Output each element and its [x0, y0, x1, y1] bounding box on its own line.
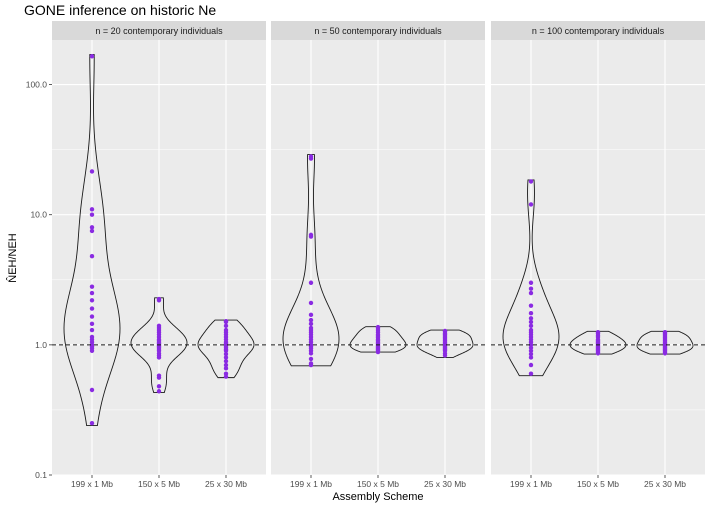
violin-outline [502, 179, 560, 377]
facet-strip [52, 21, 266, 40]
facet-panel: n = 20 contemporary individuals 199 x 1 M… [52, 21, 266, 489]
data-point [528, 303, 534, 308]
violin-outline [197, 319, 255, 379]
facet-panel: n = 100 contemporary individuals 199 x 1 … [491, 21, 705, 489]
y-axis-title: N̂EH/NEH [5, 233, 19, 283]
facet-strip-label: n = 100 contemporary individuals [532, 26, 665, 36]
data-point [528, 179, 534, 184]
x-tick-label: 150 x 5 Mb [577, 479, 619, 489]
data-point [223, 362, 229, 368]
x-tick-label: 199 x 1 Mb [290, 479, 332, 489]
x-axis-title: Assembly Scheme [332, 491, 423, 503]
panels-layer: n = 20 contemporary individuals 199 x 1 M… [52, 21, 705, 489]
data-point [89, 212, 95, 217]
data-point [223, 366, 229, 371]
data-point [156, 389, 162, 394]
data-point [528, 371, 534, 376]
data-point [89, 298, 95, 303]
data-point [528, 323, 534, 329]
data-point [156, 355, 162, 360]
data-point [89, 314, 95, 319]
data-point [89, 284, 95, 289]
y-tick-label: 100.0 [26, 80, 48, 90]
data-point [89, 253, 95, 259]
data-point [223, 374, 229, 379]
violin-outline [130, 297, 188, 394]
data-point [156, 375, 162, 380]
data-point [308, 351, 314, 356]
data-point [89, 387, 95, 393]
data-point [528, 362, 534, 368]
data-point [528, 319, 534, 325]
y-tick-label: 1.0 [35, 340, 47, 350]
x-tick-label: 199 x 1 Mb [510, 479, 552, 489]
data-point [595, 351, 601, 356]
data-point [528, 316, 534, 321]
data-point [308, 300, 314, 306]
data-point [308, 321, 314, 327]
data-point [528, 355, 534, 360]
violin-outline [416, 329, 474, 358]
data-point [528, 202, 534, 207]
data-point [528, 280, 534, 285]
violin-outline [63, 54, 121, 426]
violin-outline [636, 330, 694, 355]
data-point [89, 225, 95, 230]
facet-strip-label: n = 50 contemporary individuals [314, 26, 442, 36]
data-point [89, 306, 95, 311]
facet-strip [491, 21, 705, 40]
data-point [223, 355, 229, 360]
data-point [89, 290, 95, 296]
x-tick-label: 25 x 30 Mb [205, 479, 247, 489]
data-point [308, 312, 314, 318]
y-tick-label: 10.0 [30, 210, 47, 220]
data-point [89, 321, 95, 327]
data-point [223, 358, 229, 364]
violin-outline [569, 330, 627, 355]
data-point [528, 311, 534, 316]
data-point [528, 286, 534, 291]
data-point [223, 351, 229, 357]
data-point [89, 327, 95, 333]
data-point [308, 156, 314, 161]
data-point [528, 348, 534, 354]
data-point [308, 280, 314, 285]
data-point [89, 348, 95, 354]
data-point [89, 228, 95, 234]
y-axis: 0.1 1.0 10.0 100.0 [26, 80, 52, 480]
x-tick-label: 199 x 1 Mb [71, 479, 113, 489]
data-point [89, 54, 95, 59]
x-tick-label: 150 x 5 Mb [357, 479, 399, 489]
data-point [223, 319, 229, 325]
data-point [308, 356, 314, 362]
data-point [156, 384, 162, 389]
data-point [223, 348, 229, 354]
data-point [308, 362, 314, 368]
violin-outline [349, 326, 407, 353]
x-tick-label: 25 x 30 Mb [644, 479, 686, 489]
data-point [528, 290, 534, 296]
data-point [308, 234, 314, 239]
data-point [89, 421, 95, 426]
data-point [375, 349, 381, 355]
data-point [89, 169, 95, 174]
facet-panel: n = 50 contemporary individuals 199 x 1 M… [271, 21, 485, 489]
data-point [662, 351, 668, 356]
data-point [308, 317, 314, 323]
facet-strip-label: n = 20 contemporary individuals [95, 26, 223, 36]
x-tick-label: 25 x 30 Mb [424, 479, 466, 489]
facet-strip [271, 21, 485, 40]
chart-title: GONE inference on historic Ne [24, 2, 216, 18]
data-point [89, 207, 95, 212]
data-point [442, 353, 448, 358]
data-point [528, 345, 534, 350]
data-point [528, 351, 534, 357]
violin-outline [282, 154, 340, 367]
x-tick-label: 150 x 5 Mb [138, 479, 180, 489]
y-tick-label: 0.1 [35, 470, 47, 480]
data-point [156, 298, 162, 303]
data-point [223, 323, 229, 329]
